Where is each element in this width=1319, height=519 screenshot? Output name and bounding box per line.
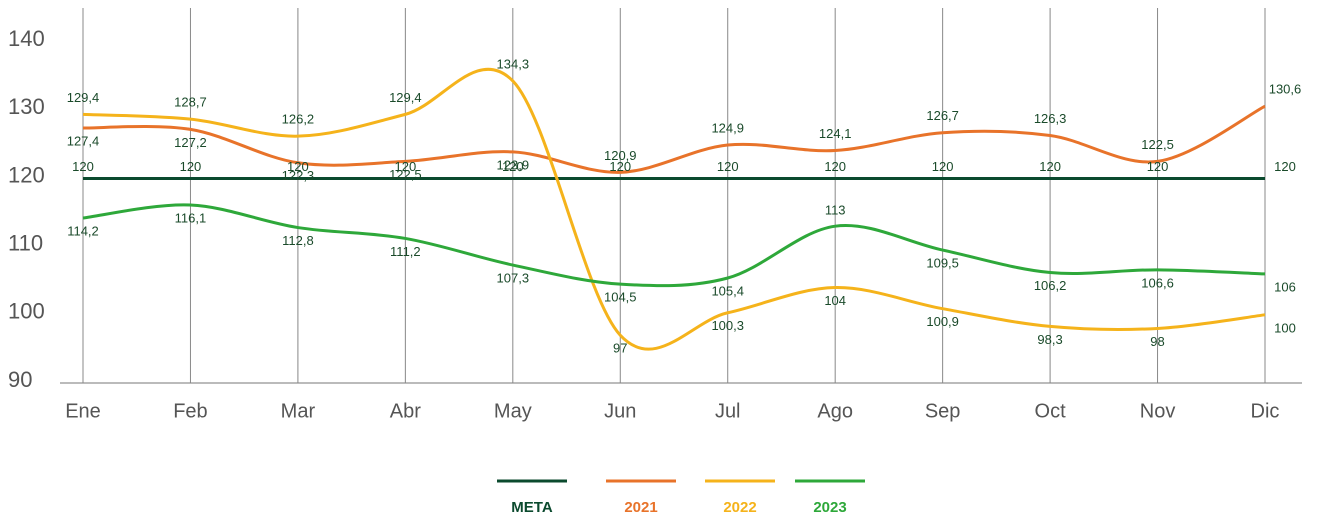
x-tick-label: Mar (281, 400, 316, 422)
data-label: 120 (1147, 159, 1169, 174)
y-tick-label: 90 (8, 367, 32, 392)
x-tick-label: Jul (715, 400, 741, 422)
x-tick-label: Dic (1251, 400, 1280, 422)
data-label: 106,2 (1034, 278, 1067, 293)
data-label: 127,4 (67, 133, 100, 148)
data-label: 120 (180, 159, 202, 174)
data-label: 120,9 (604, 148, 637, 163)
data-label: 113 (825, 203, 846, 218)
data-label: 124,9 (711, 120, 744, 135)
data-label: 112,8 (282, 233, 314, 248)
data-label: 122,5 (1141, 137, 1174, 152)
x-tick-label: Sep (925, 400, 961, 422)
series-line (82, 104, 1266, 174)
data-label: 134,3 (497, 56, 530, 71)
legend-label: 2021 (624, 499, 657, 516)
data-label: 109,5 (926, 255, 959, 270)
data-label: 126,3 (1034, 111, 1067, 126)
data-label: 104,5 (604, 290, 637, 305)
data-label: 100 (1274, 320, 1296, 335)
data-label: 100,9 (926, 314, 959, 329)
data-label: 98,3 (1037, 332, 1062, 347)
data-label: 106 (1274, 279, 1296, 294)
data-label: 97 (613, 341, 627, 356)
data-label: 126,7 (926, 108, 959, 123)
data-label: 120 (932, 159, 954, 174)
data-label: 104 (824, 293, 846, 308)
x-tick-label: Feb (173, 400, 207, 422)
data-label: 120 (287, 159, 309, 174)
y-tick-label: 120 (8, 162, 45, 187)
data-label: 120 (502, 159, 524, 174)
legend-label: 2022 (723, 499, 756, 516)
y-tick-label: 100 (8, 299, 45, 324)
x-tick-label: Jun (604, 400, 636, 422)
data-label: 120 (717, 159, 739, 174)
legend-label: 2023 (813, 499, 846, 516)
x-tick-label: Oct (1035, 400, 1067, 422)
data-label: 120 (395, 159, 417, 174)
data-label: 120 (1274, 159, 1296, 174)
data-label: 130,6 (1269, 82, 1302, 97)
data-label: 126,2 (282, 112, 315, 127)
y-tick-label: 140 (8, 26, 45, 51)
data-label: 122,3 (282, 168, 315, 183)
data-label: 105,4 (711, 283, 744, 298)
data-label: 124,1 (819, 126, 852, 141)
legend-label: META (511, 499, 553, 516)
data-label: 120 (1039, 159, 1061, 174)
x-tick-label: Ene (65, 400, 101, 422)
data-label: 120 (72, 159, 94, 174)
x-tick-label: Abr (390, 400, 421, 422)
data-label: 122,5 (389, 167, 422, 182)
data-label: 106,6 (1141, 275, 1174, 290)
data-label: 127,2 (174, 135, 207, 150)
data-label: 111,2 (390, 244, 421, 259)
x-tick-label: May (494, 400, 532, 422)
data-label: 114,2 (67, 223, 99, 238)
data-label: 98 (1150, 334, 1164, 349)
data-label: 129,4 (389, 90, 422, 105)
data-label: 123,9 (497, 157, 530, 172)
data-label: 107,3 (497, 270, 530, 285)
data-label: 100,3 (711, 318, 744, 333)
data-label: 120 (824, 159, 846, 174)
x-tick-label: Ago (817, 400, 853, 422)
data-label: 128,7 (174, 95, 207, 110)
data-label: 116,1 (175, 210, 207, 225)
series-line (82, 203, 1266, 288)
x-tick-label: Nov (1140, 400, 1176, 422)
data-label: 129,4 (67, 90, 100, 105)
series-line (82, 67, 1266, 351)
data-label: 120 (609, 159, 631, 174)
y-tick-label: 130 (8, 94, 45, 119)
y-tick-label: 110 (8, 230, 43, 255)
